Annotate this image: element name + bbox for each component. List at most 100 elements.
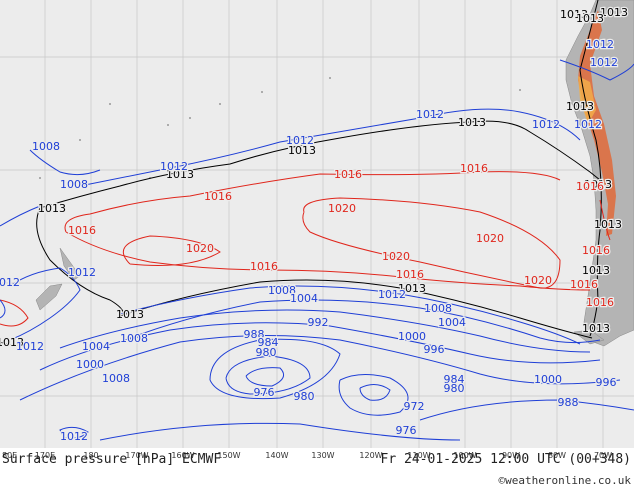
isobar-label: 1016 <box>576 180 604 193</box>
isobar-label: 1013 <box>582 264 610 277</box>
island <box>109 103 111 105</box>
isobar-low <box>419 399 634 421</box>
isobar-label: 1004 <box>82 340 110 353</box>
longitude-label: 80W <box>548 451 566 460</box>
longitude-label: 80E <box>2 451 17 460</box>
island <box>219 103 221 105</box>
isobar-label: 1012 <box>16 340 44 353</box>
isobar-label: 1016 <box>396 268 424 281</box>
isobar-high <box>65 231 591 291</box>
isobar-low <box>19 334 621 401</box>
island <box>79 139 81 141</box>
isobar-label: 1004 <box>438 316 466 329</box>
isobar-label: 1013 <box>560 8 588 21</box>
isobar-low <box>79 108 581 187</box>
isobar-low <box>119 285 581 345</box>
isobar-label: 980 <box>444 382 465 395</box>
longitude-label: 150W <box>217 451 240 460</box>
isobar-label: 984 <box>444 373 465 386</box>
longitude-label: 170E <box>35 451 55 460</box>
isobar-low <box>39 322 601 371</box>
isobar-label: 1012 <box>60 430 88 443</box>
isobar-label: 1008 <box>268 284 296 297</box>
island <box>519 89 521 91</box>
isobar-low <box>0 205 41 227</box>
isobar-label: 1013 <box>38 202 66 215</box>
isobar-label: 976 <box>254 386 275 399</box>
longitude-label: 180 <box>83 451 98 460</box>
isobar-labels: 1013 1013 1013 1013 1013 1013 1013 1013 1013 1013… <box>0 5 629 445</box>
isobar-label: 1000 <box>398 330 426 343</box>
isobar-label: 984 <box>258 336 279 349</box>
isobar-label: 988 <box>244 328 265 341</box>
isobar-label: 1008 <box>32 140 60 153</box>
isobar-label: 1008 <box>120 332 148 345</box>
isobar-label: 1016 <box>582 244 610 257</box>
isobar-label: 980 <box>294 390 315 403</box>
isobar-low <box>359 384 391 401</box>
isobar-high <box>64 171 561 233</box>
isobar-label: 996 <box>596 376 617 389</box>
isobar-label: 1013 <box>166 168 194 181</box>
isobar-high <box>122 235 221 266</box>
isobar-low <box>559 59 634 81</box>
isobar-label: 972 <box>404 400 425 413</box>
isobar-label: 1013 <box>288 144 316 157</box>
isobar-label: 1000 <box>76 358 104 371</box>
ocean-background <box>0 0 634 448</box>
isobar-label: 1013 <box>600 6 628 19</box>
isobar-low <box>338 374 409 416</box>
isobar-low <box>209 338 341 400</box>
longitude-label: 170W <box>125 451 148 460</box>
isobar-label: 1012 <box>532 118 560 131</box>
isobar-label: 1012 <box>416 108 444 121</box>
isobar-standard <box>36 207 124 319</box>
isobar-standard <box>0 341 21 346</box>
isobar-label: 1013 <box>116 308 144 321</box>
island <box>329 77 331 79</box>
isobar-label: 1012 <box>160 160 188 173</box>
isobar-label: 988 <box>558 396 579 409</box>
isobar-label: 1012 <box>574 118 602 131</box>
isobar-label: 1020 <box>476 232 504 245</box>
longitude-label: 130W <box>311 451 334 460</box>
isobar-label: 1013 <box>0 336 24 349</box>
isobar-label: 980 <box>256 346 277 359</box>
isobar-label: 1013 <box>398 282 426 295</box>
isobar-label: 1012 <box>68 266 96 279</box>
map-title: Surface pressure [hPa] ECMWF <box>2 452 222 467</box>
isobar-label: 1016 <box>570 278 598 291</box>
isobar-label: 1012 <box>590 56 618 69</box>
isobar-label: 1012 <box>378 288 406 301</box>
isobar-label: 1016 <box>334 168 362 181</box>
isobar-label: 1013 <box>582 322 610 335</box>
isobar-label: 1016 <box>204 190 232 203</box>
isobar-label: 1004 <box>290 292 318 305</box>
isobar-label: 1013 <box>594 218 622 231</box>
isobar-low <box>59 426 89 439</box>
isobar-label: 1012 <box>586 38 614 51</box>
island <box>167 124 169 126</box>
isobar-label: 1016 <box>586 296 614 309</box>
isobar-label: 1016 <box>460 162 488 175</box>
isobar-low <box>225 355 311 395</box>
isobar-high <box>302 197 561 289</box>
isobar-low <box>9 267 81 341</box>
isobar-label: 1020 <box>186 242 214 255</box>
isobar-label: 992 <box>308 316 329 329</box>
credit-link[interactable]: ©weatheronline.co.uk <box>498 474 631 487</box>
island <box>189 117 191 119</box>
longitude-label: 70W <box>594 451 612 460</box>
isobar-standard <box>579 0 602 337</box>
isobar-label: 1013 <box>566 100 594 113</box>
longitude-labels: 80E 170E 180 170W 160W 150W 140W 130W 120W 110W 10… <box>2 451 612 460</box>
isobar-label: 1020 <box>524 274 552 287</box>
isobar-label: 1000 <box>534 373 562 386</box>
isobar-low <box>29 149 101 176</box>
isobar-label: 1012 <box>0 276 20 289</box>
isobar-label: 1012 <box>286 134 314 147</box>
longitude-label: 100W <box>453 451 476 460</box>
longitude-label: 90W <box>502 451 520 460</box>
valid-time: Fr 24-01-2025 12:00 UTC (00+348) <box>380 452 631 467</box>
